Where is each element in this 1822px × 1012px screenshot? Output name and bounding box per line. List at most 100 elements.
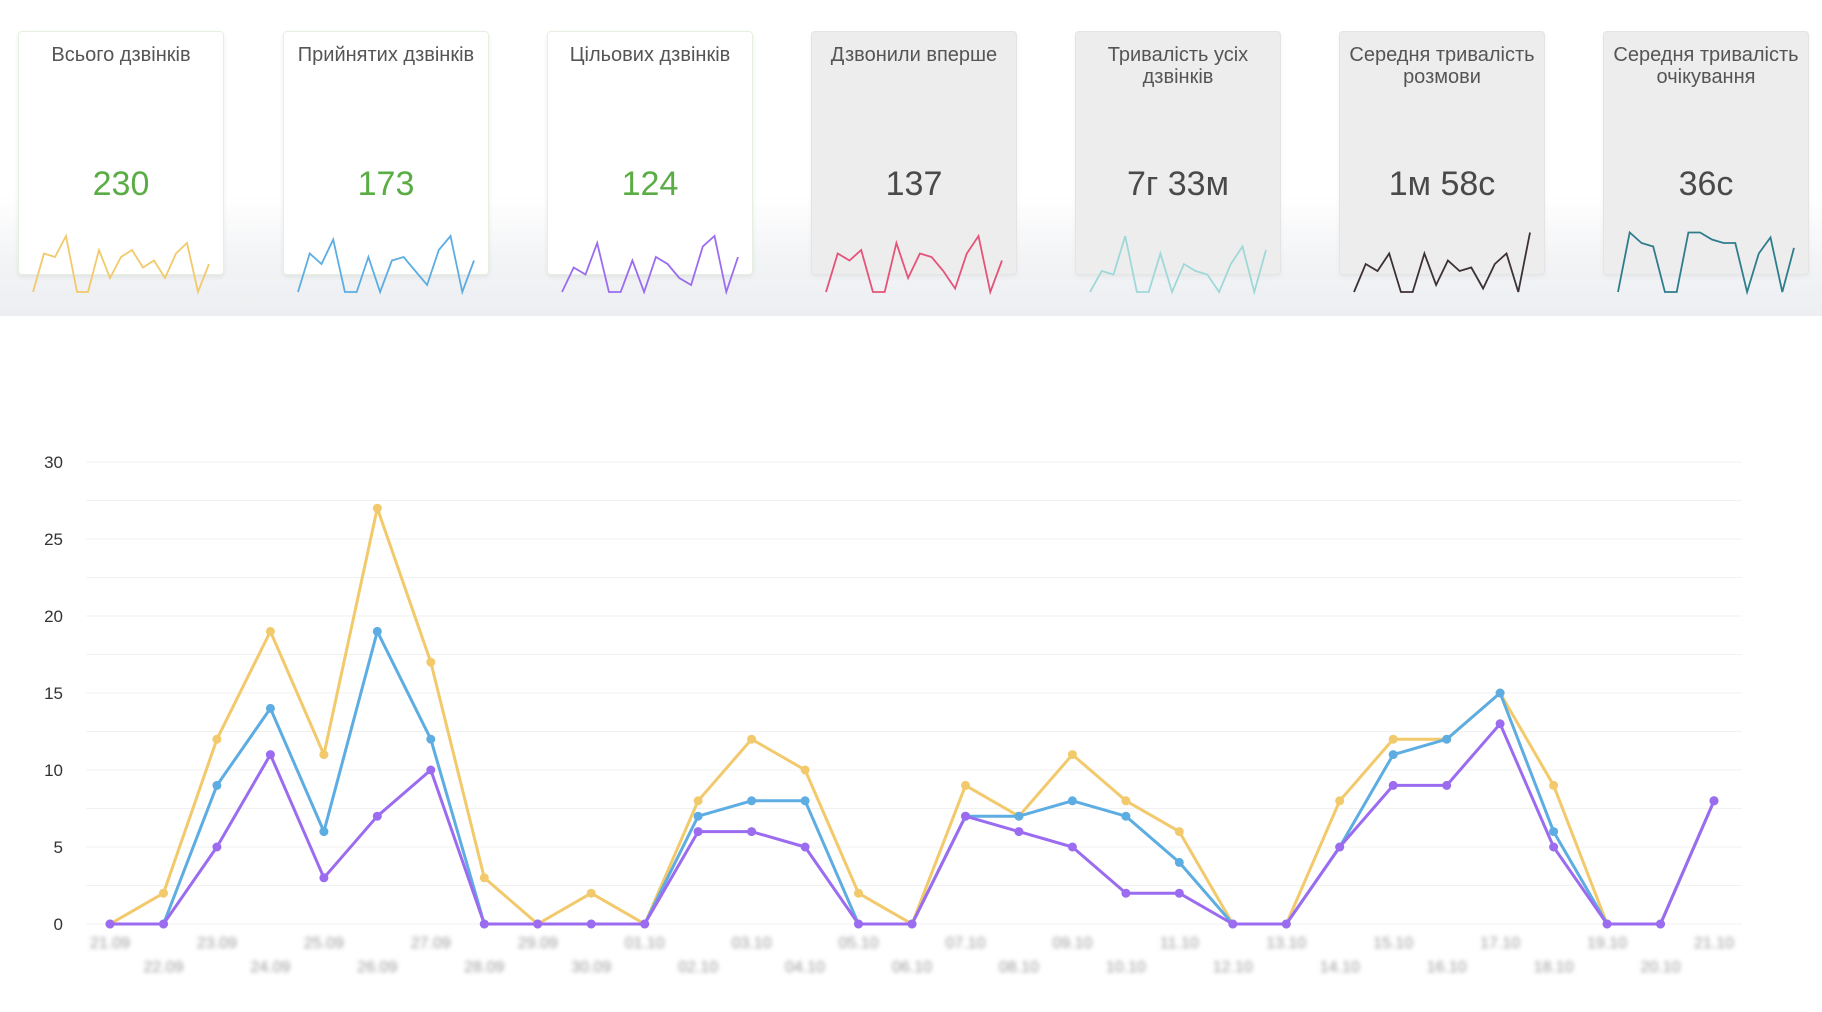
stat-card[interactable]: Цільових дзвінків 124	[547, 31, 753, 296]
data-point[interactable]	[212, 734, 222, 744]
x-tick-label: 18.10	[1534, 959, 1574, 976]
stat-card[interactable]: Прийнятих дзвінків 173	[283, 31, 489, 296]
data-point[interactable]	[479, 919, 489, 929]
data-point[interactable]	[1335, 842, 1345, 852]
data-point[interactable]	[854, 888, 863, 898]
data-point[interactable]	[1067, 842, 1077, 852]
data-point[interactable]	[265, 626, 275, 636]
data-point[interactable]	[1495, 719, 1505, 729]
data-point[interactable]	[800, 796, 810, 806]
data-point[interactable]	[693, 796, 703, 806]
stat-card[interactable]: Середня тривалість розмови 1м 58с	[1339, 31, 1545, 293]
data-point[interactable]	[159, 919, 168, 929]
data-point[interactable]	[800, 842, 810, 852]
data-point[interactable]	[1442, 734, 1452, 744]
data-point[interactable]	[533, 919, 543, 929]
data-point[interactable]	[1549, 780, 1559, 790]
data-point[interactable]	[907, 919, 917, 929]
y-tick-label: 15	[44, 684, 63, 703]
x-tick-label: 25.09	[304, 935, 344, 952]
sparkline-path	[297, 234, 475, 296]
data-point[interactable]	[426, 765, 436, 775]
stat-card[interactable]: Середня тривалість очікування 36с	[1603, 31, 1809, 296]
sparkline	[32, 233, 210, 296]
data-point[interactable]	[961, 811, 970, 821]
series	[105, 503, 1719, 929]
data-point[interactable]	[586, 888, 596, 898]
stat-card-value: 230	[92, 165, 150, 203]
stat-card[interactable]: Тривалість усіх дзвінків 7г 33м	[1075, 31, 1281, 296]
sparkline-path	[1617, 230, 1795, 296]
stats-band: Всього дзвінків 230 Прийнятих дзвінків 173 Ц…	[0, 0, 1822, 316]
data-point[interactable]	[426, 657, 436, 667]
data-point[interactable]	[319, 873, 329, 883]
x-tick-label: 22.09	[143, 959, 183, 976]
data-point[interactable]	[586, 919, 596, 929]
data-point[interactable]	[1228, 919, 1238, 929]
data-point[interactable]	[1549, 842, 1559, 852]
y-axis: 0 5 10 15 20 25 30	[44, 453, 63, 934]
stat-card-title: Прийнятих дзвінків	[297, 44, 475, 66]
data-point[interactable]	[265, 750, 275, 760]
data-point[interactable]	[1335, 796, 1345, 806]
data-point[interactable]	[479, 873, 489, 883]
data-point[interactable]	[1709, 796, 1719, 806]
data-point[interactable]	[1281, 919, 1291, 929]
data-point[interactable]	[319, 827, 329, 837]
sparkline	[561, 234, 739, 296]
data-point[interactable]	[372, 626, 382, 636]
data-point[interactable]	[265, 703, 275, 713]
data-point[interactable]	[1388, 734, 1398, 744]
data-point[interactable]	[1014, 811, 1024, 821]
y-tick-label: 5	[54, 838, 63, 857]
data-point[interactable]	[212, 842, 222, 852]
stat-card[interactable]: Дзвонили вперше 137	[811, 31, 1017, 296]
data-point[interactable]	[693, 811, 703, 821]
data-point[interactable]	[105, 919, 115, 929]
data-point[interactable]	[1495, 688, 1505, 698]
data-point[interactable]	[800, 765, 810, 775]
data-point[interactable]	[1067, 796, 1077, 806]
stat-card-title: Цільових дзвінків	[569, 44, 731, 66]
data-point[interactable]	[372, 811, 382, 821]
data-point[interactable]	[1388, 780, 1398, 790]
sparkline-path	[32, 233, 210, 296]
data-point[interactable]	[319, 750, 329, 760]
stat-card-title: Дзвонили вперше	[830, 44, 998, 66]
data-point[interactable]	[159, 888, 168, 898]
data-point[interactable]	[1442, 780, 1452, 790]
data-point[interactable]	[854, 919, 863, 929]
data-point[interactable]	[1388, 750, 1398, 760]
data-point[interactable]	[1602, 919, 1612, 929]
x-tick-label: 02.10	[678, 959, 718, 976]
stat-card[interactable]: Всього дзвінків 230	[18, 31, 224, 296]
data-point[interactable]	[1067, 750, 1077, 760]
data-point[interactable]	[747, 734, 757, 744]
data-point[interactable]	[1014, 827, 1024, 837]
y-tick-label: 10	[44, 761, 63, 780]
stat-card-title: Середня тривалість розмови	[1349, 44, 1535, 88]
data-point[interactable]	[747, 796, 757, 806]
x-tick-label: 27.09	[411, 935, 451, 952]
data-point[interactable]	[1121, 888, 1131, 898]
data-point[interactable]	[1549, 827, 1559, 837]
data-point[interactable]	[1121, 811, 1131, 821]
x-tick-label: 24.09	[250, 959, 290, 976]
x-tick-label: 06.10	[892, 959, 932, 976]
data-point[interactable]	[1656, 919, 1665, 929]
data-point[interactable]	[426, 734, 436, 744]
data-point[interactable]	[961, 780, 970, 790]
data-point[interactable]	[693, 827, 703, 837]
data-point[interactable]	[640, 919, 650, 929]
data-point[interactable]	[1121, 796, 1131, 806]
data-point[interactable]	[1174, 888, 1184, 898]
data-point[interactable]	[1174, 827, 1184, 837]
data-point[interactable]	[372, 503, 382, 513]
data-point[interactable]	[212, 780, 222, 790]
x-tick-label: 20.10	[1641, 959, 1681, 976]
series-line	[110, 722, 1716, 926]
data-point[interactable]	[1174, 857, 1184, 867]
stat-card-value: 137	[885, 165, 943, 203]
x-tick-label: 16.10	[1427, 959, 1467, 976]
data-point[interactable]	[747, 827, 757, 837]
